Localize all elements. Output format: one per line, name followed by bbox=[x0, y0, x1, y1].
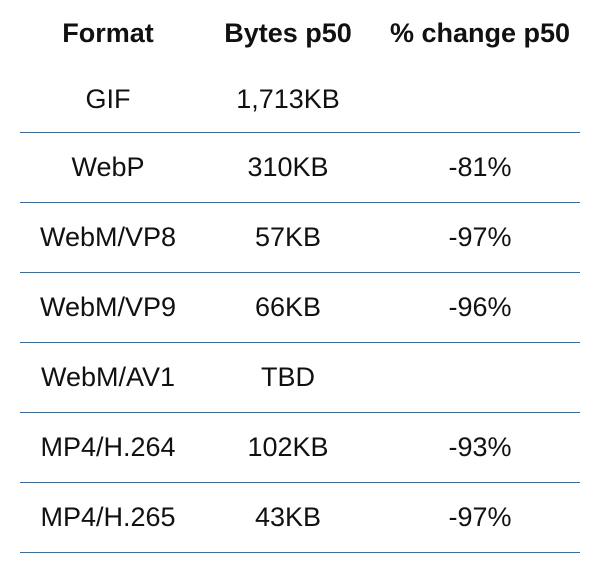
cell-change bbox=[380, 342, 580, 413]
format-comparison-table: Format Bytes p50 % change p50 GIF 1,713K… bbox=[20, 0, 580, 553]
header-bytes-p50: Bytes p50 bbox=[224, 17, 352, 48]
cell-change: -97% bbox=[380, 202, 580, 273]
cell-change: -96% bbox=[380, 272, 580, 343]
cell-bytes: 43KB bbox=[196, 482, 380, 553]
cell-change: -81% bbox=[380, 132, 580, 203]
cell-bytes: 310KB bbox=[196, 132, 380, 203]
cell-format: WebM/AV1 bbox=[20, 342, 196, 413]
cell-change: -97% bbox=[380, 482, 580, 553]
table-body: GIF 1,713KB WebP 310KB -81% WebM/VP8 57K… bbox=[20, 66, 580, 553]
cell-format: WebP bbox=[20, 132, 196, 203]
table-row: MP4/H.265 43KB -97% bbox=[20, 482, 580, 553]
cell-format: WebM/VP8 bbox=[20, 202, 196, 273]
header-format: Format bbox=[62, 17, 154, 48]
cell-bytes: 66KB bbox=[196, 272, 380, 343]
table-header: Format Bytes p50 % change p50 bbox=[20, 0, 580, 66]
cell-change bbox=[380, 66, 580, 133]
header-row: Format Bytes p50 % change p50 bbox=[20, 0, 580, 66]
table-row: MP4/H.264 102KB -93% bbox=[20, 412, 580, 483]
cell-bytes: 57KB bbox=[196, 202, 380, 273]
cell-change: -93% bbox=[380, 412, 580, 483]
table-row: WebM/VP9 66KB -96% bbox=[20, 272, 580, 343]
cell-format: MP4/H.265 bbox=[20, 482, 196, 553]
cell-format: GIF bbox=[20, 66, 196, 133]
header-percent-change-p50: % change p50 bbox=[389, 17, 571, 48]
cell-bytes: 1,713KB bbox=[196, 66, 380, 133]
cell-format: MP4/H.264 bbox=[20, 412, 196, 483]
table-row: WebM/AV1 TBD bbox=[20, 342, 580, 413]
table-row: WebM/VP8 57KB -97% bbox=[20, 202, 580, 273]
cell-bytes: 102KB bbox=[196, 412, 380, 483]
cell-bytes: TBD bbox=[196, 342, 380, 413]
cell-format: WebM/VP9 bbox=[20, 272, 196, 343]
table-row: WebP 310KB -81% bbox=[20, 132, 580, 203]
table-row: GIF 1,713KB bbox=[20, 66, 580, 133]
